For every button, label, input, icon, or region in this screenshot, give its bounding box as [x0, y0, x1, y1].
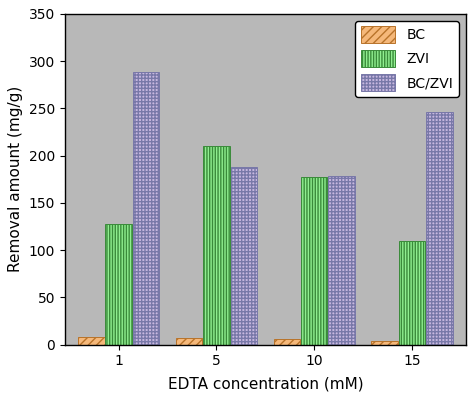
- Bar: [328, 176, 355, 345]
- Bar: [203, 146, 230, 345]
- Bar: [273, 339, 300, 345]
- Bar: [176, 338, 202, 345]
- X-axis label: EDTA concentration (mM): EDTA concentration (mM): [167, 377, 363, 392]
- Bar: [105, 224, 132, 345]
- Bar: [426, 112, 453, 345]
- Y-axis label: Removal amount (mg/g): Removal amount (mg/g): [9, 86, 23, 272]
- Bar: [301, 177, 328, 345]
- Bar: [78, 337, 105, 345]
- Legend: BC, ZVI, BC/ZVI: BC, ZVI, BC/ZVI: [355, 21, 459, 97]
- Bar: [230, 167, 257, 345]
- Bar: [399, 241, 425, 345]
- Bar: [371, 341, 398, 345]
- Bar: [133, 72, 159, 345]
